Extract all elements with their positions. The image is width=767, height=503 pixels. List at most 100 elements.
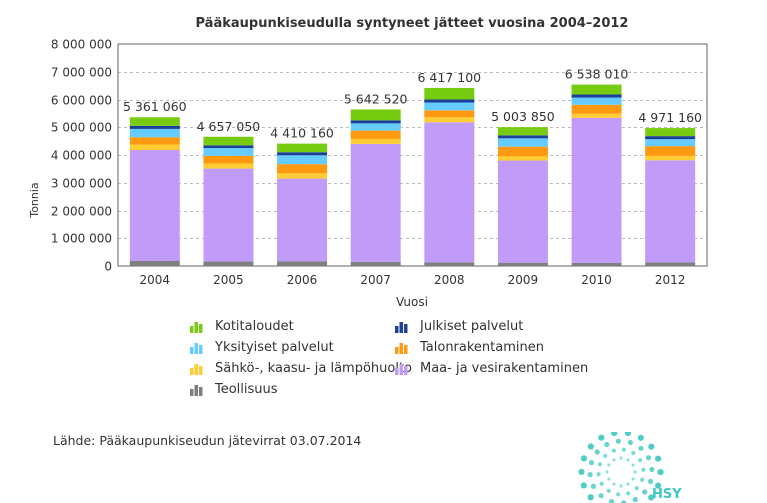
bar-segment bbox=[350, 120, 401, 124]
x-tick-label: 2006 bbox=[287, 273, 318, 287]
bar-segment bbox=[497, 127, 548, 136]
legend-label: Kotitaloudet bbox=[215, 318, 294, 334]
legend-item-maa-ja-vesirakentaminen: Maa- ja vesirakentaminen bbox=[395, 360, 595, 376]
bar-segment bbox=[645, 136, 696, 140]
y-tick-label: 8 000 000 bbox=[51, 38, 112, 52]
total-label: 4 657 050 bbox=[197, 119, 261, 134]
bar-segment bbox=[645, 128, 696, 137]
bar-segment bbox=[645, 160, 696, 263]
bar-segment bbox=[350, 123, 401, 131]
total-label: 6 538 010 bbox=[565, 67, 629, 82]
x-axis-label: Vuosi bbox=[396, 295, 428, 309]
bar-segment bbox=[424, 87, 475, 100]
y-tick-label: 7 000 000 bbox=[51, 66, 112, 80]
hsy-logo: HSY bbox=[578, 432, 688, 503]
bar-segment bbox=[277, 143, 328, 153]
bar-segment bbox=[277, 261, 328, 266]
bar-chart-icon bbox=[190, 383, 203, 396]
total-label: 5 003 850 bbox=[491, 109, 555, 124]
x-tick-label: 2004 bbox=[140, 273, 171, 287]
total-labels: 5 361 060 4 657 050 4 410 160 5 642 520 6 41… bbox=[123, 67, 702, 141]
bar-segment bbox=[129, 144, 180, 151]
bar-segment bbox=[571, 94, 622, 98]
chart-title: Pääkaupunkiseudulla syntyneet jätteet vu… bbox=[196, 16, 629, 31]
bar-chart-icon bbox=[190, 362, 203, 375]
bar-segment bbox=[203, 155, 254, 164]
bar-segment bbox=[645, 139, 696, 147]
bar-segment bbox=[571, 113, 622, 118]
bar-segment bbox=[203, 136, 254, 146]
bar-segment bbox=[497, 160, 548, 263]
bar-segment bbox=[203, 261, 254, 266]
bar-segment bbox=[129, 128, 180, 138]
y-tick-label: 0 bbox=[104, 260, 112, 274]
y-tick-label: 2 000 000 bbox=[51, 205, 112, 219]
y-tick-label: 5 000 000 bbox=[51, 121, 112, 135]
total-label: 5 642 520 bbox=[344, 91, 408, 106]
bar-segment bbox=[571, 117, 622, 263]
total-label: 4 971 160 bbox=[638, 110, 702, 125]
bar-segment bbox=[497, 156, 548, 161]
bar-chart-icon bbox=[190, 341, 203, 354]
x-tick-label: 2008 bbox=[434, 273, 465, 287]
bar-segment bbox=[203, 145, 254, 149]
bar-segment bbox=[350, 130, 401, 139]
bar-chart-icon bbox=[395, 341, 408, 354]
y-tick-label: 1 000 000 bbox=[51, 232, 112, 246]
bar-segment bbox=[129, 137, 180, 145]
bar-segment bbox=[571, 262, 622, 266]
bar-segment bbox=[129, 125, 180, 129]
bar-segment bbox=[571, 104, 622, 114]
legend-label: Maa- ja vesirakentaminen bbox=[420, 360, 589, 376]
bar-segment bbox=[424, 110, 475, 118]
total-label: 6 417 100 bbox=[418, 70, 482, 85]
bar-segment bbox=[277, 155, 328, 165]
bar-segment bbox=[497, 146, 548, 157]
bar-segment bbox=[497, 135, 548, 139]
legend-item-sahko-kaasu-lampohuolto: Sähkö-, kaasu- ja lämpöhuolto bbox=[190, 360, 412, 376]
legend-item-kotitaloudet: Kotitaloudet bbox=[190, 318, 395, 334]
legend-label: Yksityiset palvelut bbox=[215, 339, 334, 355]
bar-segment bbox=[203, 148, 254, 156]
bar-segment bbox=[645, 262, 696, 266]
bar-segment bbox=[203, 163, 254, 169]
y-tick-label: 3 000 000 bbox=[51, 177, 112, 191]
bar-segment bbox=[645, 155, 696, 161]
legend-label: Talonrakentaminen bbox=[420, 339, 544, 355]
bar-segment bbox=[350, 109, 401, 121]
y-tick-label: 6 000 000 bbox=[51, 94, 112, 108]
legend-item-talonrakentaminen: Talonrakentaminen bbox=[395, 339, 595, 355]
bar-segment bbox=[277, 164, 328, 174]
bar-segment bbox=[424, 262, 475, 266]
y-axis-label: Tonnia bbox=[28, 182, 41, 218]
bar-segment bbox=[277, 152, 328, 156]
bar-segment bbox=[571, 84, 622, 95]
bar-segment bbox=[129, 261, 180, 266]
waste-chart: Pääkaupunkiseudulla syntyneet jätteet vu… bbox=[28, 16, 708, 309]
legend-item-yksityiset-palvelut: Yksityiset palvelut bbox=[190, 339, 395, 355]
bar-segment bbox=[424, 102, 475, 111]
svg-text:HSY: HSY bbox=[652, 487, 682, 502]
source-note: Lähde: Pääkaupunkiseudun jätevirrat 03.0… bbox=[53, 433, 362, 448]
bar-segment bbox=[277, 178, 328, 262]
bar-segment bbox=[350, 143, 401, 262]
bar-segment bbox=[424, 122, 475, 263]
bar-segment bbox=[424, 117, 475, 123]
total-label: 4 410 160 bbox=[270, 126, 334, 141]
x-tick-label: 2007 bbox=[360, 273, 391, 287]
x-tick-label: 2009 bbox=[508, 273, 539, 287]
bar-segment bbox=[645, 146, 696, 156]
axes: 0 1 000 000 2 000 000 3 000 000 4 000 000 5 0… bbox=[51, 38, 708, 287]
plot-frame bbox=[117, 43, 708, 267]
bar-segment bbox=[497, 138, 548, 147]
legend-item-teollisuus: Teollisuus bbox=[190, 381, 395, 397]
bar-chart-icon bbox=[395, 320, 408, 333]
bar-chart-icon bbox=[190, 320, 203, 333]
legend-label: Julkiset palvelut bbox=[420, 318, 524, 334]
bar-segment bbox=[129, 150, 180, 262]
bar-segment bbox=[424, 99, 475, 103]
bar-segment bbox=[277, 173, 328, 179]
y-tick-label: 4 000 000 bbox=[51, 149, 112, 163]
x-tick-label: 2010 bbox=[581, 273, 612, 287]
legend-label: Teollisuus bbox=[215, 381, 278, 397]
